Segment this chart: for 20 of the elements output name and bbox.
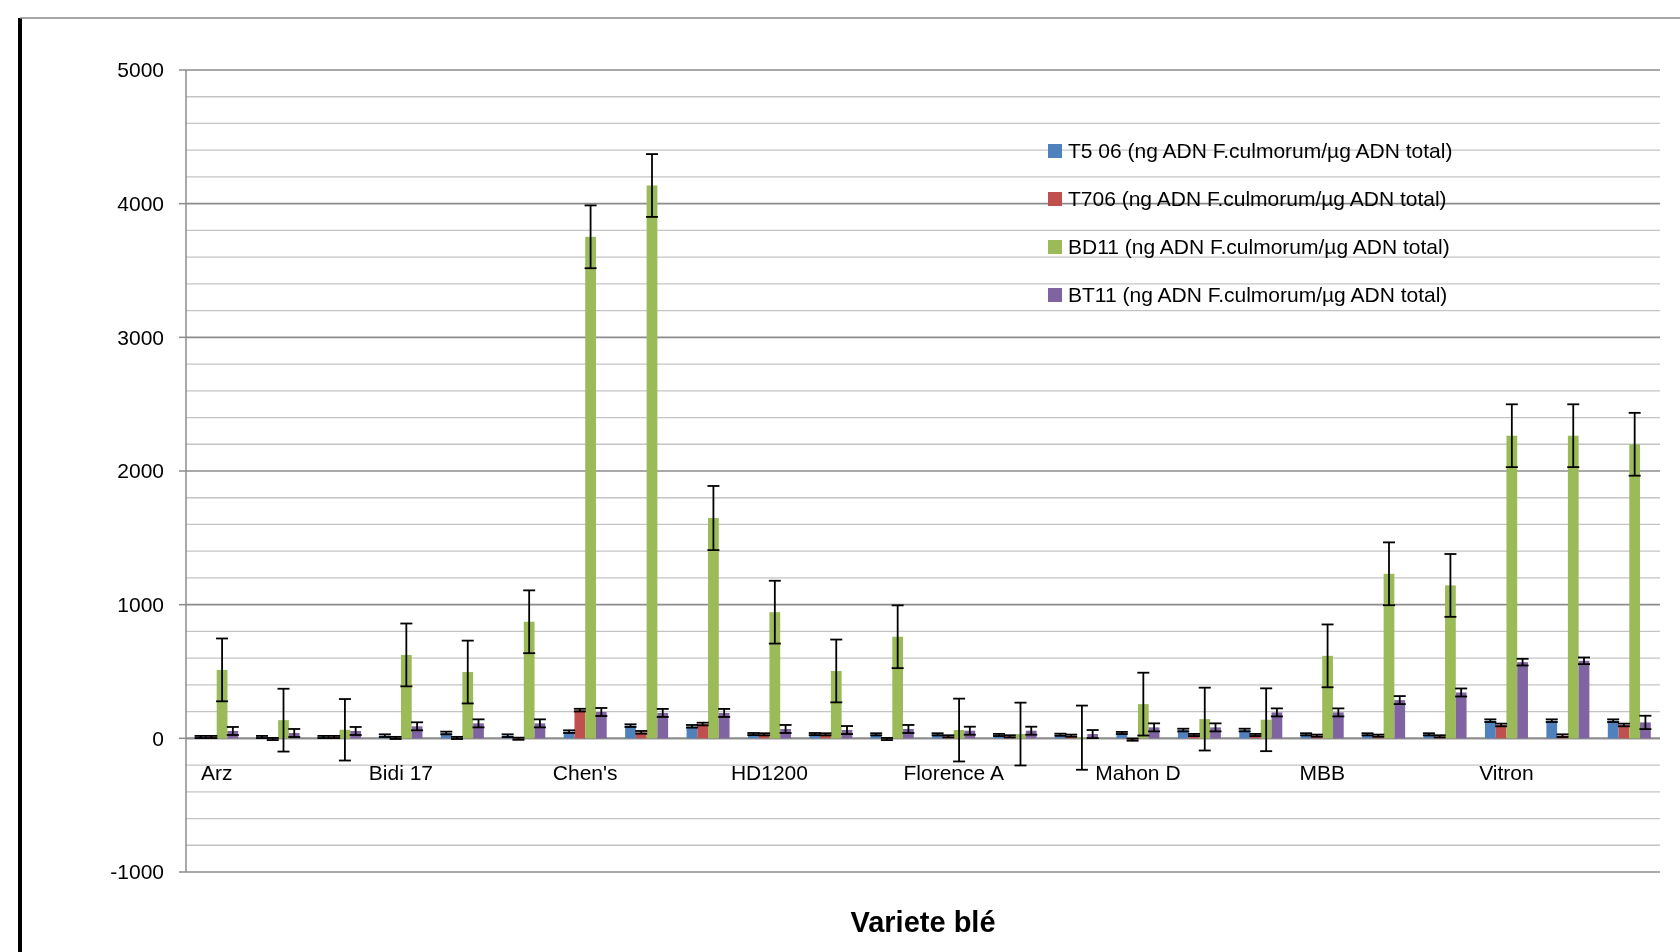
x-tick-label: Bidi 17 <box>368 761 434 785</box>
y-tick-label: 1000 <box>117 593 164 617</box>
x-tick-label: Arz <box>200 761 233 785</box>
x-tick-label: MBB <box>1299 761 1345 785</box>
x-tick-label: Vitron <box>1479 761 1534 785</box>
legend-label: T5 06 (ng ADN F.culmorum/µg ADN total) <box>1068 139 1453 163</box>
y-tick-label: 5000 <box>117 58 164 82</box>
x-tick-label: Mahon D <box>1095 761 1181 785</box>
x-tick-label: HD1200 <box>730 761 808 785</box>
x-axis-title: Variete blé <box>850 906 996 938</box>
y-tick-label: 4000 <box>117 192 164 216</box>
y-tick-label: -1000 <box>110 860 164 884</box>
y-tick-label: 3000 <box>117 325 164 349</box>
x-tick-label: Chen's <box>552 761 618 785</box>
y-tick-label: 0 <box>152 726 164 750</box>
legend-label: BD11 (ng ADN F.culmorum/µg ADN total) <box>1068 235 1450 259</box>
legend-label: BT11 (ng ADN F.culmorum/µg ADN total) <box>1068 283 1448 307</box>
y-tick-label: 2000 <box>117 459 164 483</box>
legend-label: T706 (ng ADN F.culmorum/µg ADN total) <box>1068 187 1447 211</box>
x-tick-label: Florence A <box>903 761 1004 785</box>
